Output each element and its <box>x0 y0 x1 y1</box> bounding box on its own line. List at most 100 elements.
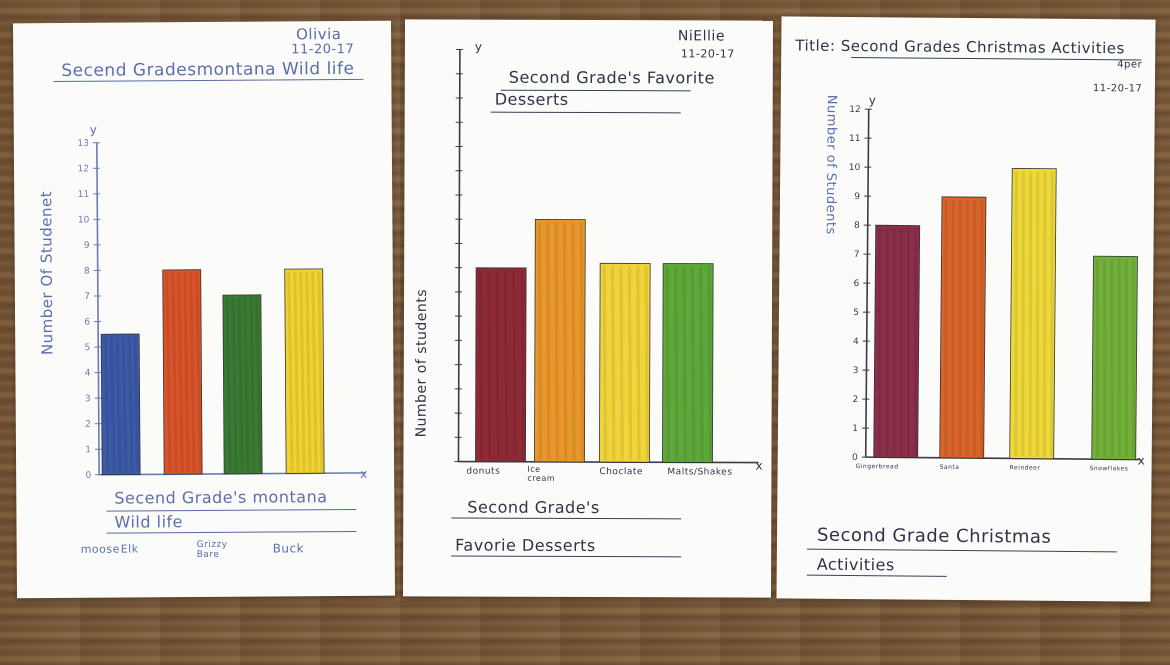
bar-texture <box>317 271 324 472</box>
bar-texture <box>707 266 712 461</box>
bar-texture <box>171 272 178 473</box>
bar-texture <box>665 266 670 461</box>
bar-texture <box>878 228 882 456</box>
bar-texture <box>899 228 903 456</box>
bar-texture <box>287 272 294 472</box>
bar-texture <box>1028 171 1033 457</box>
y-tick-label: 11 <box>849 134 861 144</box>
bar-texture <box>177 272 184 473</box>
y-tick-label: 6 <box>84 318 90 328</box>
bar-texture <box>133 336 140 473</box>
bar-texture <box>1050 171 1054 457</box>
bar-texture <box>237 297 244 472</box>
bar-texture <box>546 222 551 460</box>
bar-texture <box>1035 171 1040 457</box>
y-tick-label: 1 <box>85 445 91 455</box>
bar-texture <box>965 200 970 457</box>
bar-texture <box>1095 259 1100 458</box>
bar-texture <box>1117 259 1121 458</box>
y-tick-label: 5 <box>84 343 90 353</box>
bar-texture <box>115 337 122 473</box>
bar-texture <box>944 199 948 456</box>
bar-texture <box>293 272 300 472</box>
category-label: Malts/Shakes <box>667 467 733 478</box>
bar <box>284 268 325 474</box>
bar <box>222 294 263 475</box>
category-label: Gingerbread <box>855 463 899 471</box>
category-label: moose <box>80 542 120 556</box>
y-tick-label: 7 <box>854 250 860 260</box>
y-tick-label: 2 <box>852 395 858 405</box>
y-tick-label: 2 <box>85 420 91 430</box>
bar-texture <box>914 228 918 456</box>
bar-texture <box>951 199 955 456</box>
bar-texture <box>1014 171 1018 457</box>
bar-texture <box>690 266 696 461</box>
category-label: Buck <box>272 541 305 556</box>
y-tick-label: 12 <box>78 164 90 174</box>
y-tick-label: 9 <box>854 192 860 202</box>
y-tick-label: 10 <box>849 163 861 173</box>
bar-texture <box>487 270 492 460</box>
bar-texture <box>1131 259 1136 458</box>
bar <box>100 333 141 476</box>
bar-chart-desserts <box>454 49 759 464</box>
bottom-title-line2: Activities <box>816 554 895 575</box>
y-axis-line <box>457 49 461 462</box>
bar-texture <box>1043 171 1047 457</box>
category-label: Santa <box>939 463 960 471</box>
bar-texture <box>520 270 525 460</box>
bar-texture <box>225 298 232 472</box>
y-tick-label: 7 <box>84 292 90 302</box>
bar-texture <box>537 222 542 460</box>
bar-texture <box>907 228 911 456</box>
bar-texture <box>571 222 576 460</box>
bar-texture <box>478 270 483 460</box>
bottom-title-line2: Favorie Desserts <box>455 535 596 556</box>
bar-texture <box>231 298 238 472</box>
bar-texture <box>249 297 256 472</box>
bar <box>162 269 203 475</box>
bar-texture <box>255 297 262 472</box>
bar <box>534 219 586 463</box>
bar-texture <box>165 272 172 473</box>
bar <box>1091 255 1138 460</box>
bar-texture <box>1110 259 1114 458</box>
bar-texture <box>127 337 134 473</box>
y-tick-label: 3 <box>853 366 859 376</box>
y-tick-label: 1 <box>852 424 858 434</box>
y-tick-label: 5 <box>853 308 859 318</box>
poster-christmas: Title: Second Grades Christmas Activitie… <box>776 16 1156 602</box>
bar-texture <box>495 270 500 460</box>
bar <box>599 262 651 463</box>
bar-texture <box>562 222 568 460</box>
y-tick-label: 0 <box>852 453 858 463</box>
bar-texture <box>602 266 607 461</box>
bar-texture <box>103 337 110 473</box>
y-tick-label: 10 <box>78 215 90 225</box>
poster-desserts: NiEllie 11-20-17 Second Grade's Favorite… <box>402 19 774 598</box>
bar-texture <box>183 272 190 473</box>
bar-texture <box>885 228 889 456</box>
bar <box>662 263 714 463</box>
bar-texture <box>674 266 679 461</box>
category-label: Choclate <box>599 467 643 478</box>
category-label: donuts <box>466 466 501 477</box>
bar-texture <box>1103 259 1107 458</box>
bar-texture <box>579 222 584 460</box>
bar-texture <box>195 272 202 473</box>
bar-texture <box>682 266 687 461</box>
bar-texture <box>973 200 977 457</box>
y-tick-label: 4 <box>853 337 859 347</box>
bar-texture <box>627 266 633 461</box>
bar-texture <box>958 199 962 456</box>
y-tick-label: 3 <box>85 394 91 404</box>
y-tick-label: 9 <box>84 241 90 251</box>
bar-texture <box>311 271 318 472</box>
bar-texture <box>636 266 641 461</box>
y-tick-label: 4 <box>85 369 91 379</box>
category-label: Elk <box>120 542 139 556</box>
bottom-title-line1: Second Grade Christmas <box>816 524 1052 548</box>
